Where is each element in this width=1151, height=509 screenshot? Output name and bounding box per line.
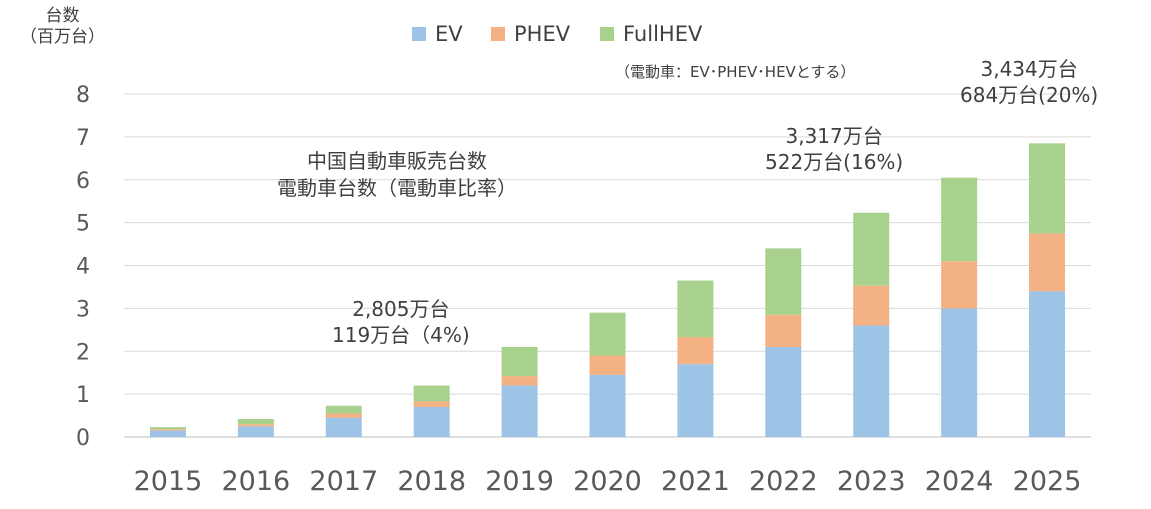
bar-ev-2016 bbox=[237, 426, 274, 437]
x-tick-label-2018: 2018 bbox=[397, 466, 466, 497]
bar-fullhev-2023 bbox=[853, 212, 890, 286]
bar-fullhev-2025 bbox=[1029, 143, 1066, 234]
bar-ev-2020 bbox=[589, 374, 626, 437]
legend-swatch-phev bbox=[491, 27, 505, 41]
bar-ev-2015 bbox=[149, 430, 186, 437]
bar-fullhev-2022 bbox=[765, 248, 802, 315]
bar-ev-2025 bbox=[1029, 291, 1066, 437]
legend-item-fullhev: FullHEV bbox=[600, 22, 702, 46]
x-tick-label-2019: 2019 bbox=[485, 466, 554, 497]
y-tick-label-8: 8 bbox=[76, 83, 90, 108]
x-tick-label-2023: 2023 bbox=[837, 466, 906, 497]
grid-lines bbox=[124, 93, 1091, 438]
bar-phev-2019 bbox=[501, 376, 538, 386]
bar-ev-2022 bbox=[765, 346, 802, 437]
annotation-2022: 3,317万台 522万台(16%) bbox=[765, 123, 903, 175]
annotation-title-line-2: 電動車台数（電動車比率） bbox=[277, 176, 517, 200]
y-axis-title-line-1: 台数 bbox=[45, 6, 80, 26]
legend-swatch-fullhev bbox=[600, 27, 614, 41]
annotation-2019-line-1: 2,805万台 bbox=[352, 297, 450, 321]
bar-ev-2017 bbox=[325, 417, 362, 437]
x-tick-label-2022: 2022 bbox=[749, 466, 818, 497]
legend-label-fullhev: FullHEV bbox=[623, 22, 703, 46]
y-tick-label-3: 3 bbox=[76, 297, 90, 322]
x-tick-label-2024: 2024 bbox=[925, 466, 994, 497]
legend-label-ev: EV bbox=[435, 22, 463, 46]
bar-phev-2022 bbox=[765, 314, 802, 347]
legend-note: （電動車：EV･PHEV･HEVとする） bbox=[615, 63, 856, 81]
bar-fullhev-2021 bbox=[677, 280, 714, 338]
bar-fullhev-2019 bbox=[501, 346, 538, 377]
bar-ev-2023 bbox=[853, 325, 890, 437]
annotation-2025-line-2: 684万台(20%) bbox=[960, 83, 1099, 107]
annotation-2025: 3,434万台 684万台(20%) bbox=[960, 56, 1098, 108]
y-tick-label-6: 6 bbox=[76, 169, 90, 194]
annotation-2022-line-1: 3,317万台 bbox=[785, 124, 883, 148]
y-tick-label-5: 5 bbox=[76, 212, 90, 237]
bar-fullhev-2016 bbox=[237, 418, 274, 425]
bar-ev-2019 bbox=[501, 385, 538, 437]
bar-phev-2018 bbox=[413, 401, 450, 407]
legend-item-phev: PHEV bbox=[491, 22, 570, 46]
legend-label-phev: PHEV bbox=[514, 22, 571, 46]
bar-ev-2024 bbox=[941, 308, 978, 437]
x-tick-label-2015: 2015 bbox=[134, 466, 203, 497]
bar-phev-2021 bbox=[677, 337, 714, 365]
bar-fullhev-2024 bbox=[941, 177, 978, 262]
bar-phev-2020 bbox=[589, 355, 626, 375]
bar-phev-2023 bbox=[853, 285, 890, 326]
legend-item-ev: EV bbox=[412, 22, 463, 46]
y-tick-label-2: 2 bbox=[76, 340, 90, 365]
bar-ev-2021 bbox=[677, 364, 714, 437]
bar-phev-2025 bbox=[1029, 233, 1066, 292]
bar-fullhev-2015 bbox=[149, 427, 186, 430]
x-tick-labels: 2015 2016 2017 2018 2019 2020 2021 2022 2023 2024… bbox=[134, 466, 1082, 497]
bar-phev-2015 bbox=[149, 429, 186, 431]
annotation-2022-line-2: 522万台(16%) bbox=[765, 150, 904, 174]
y-tick-label-1: 1 bbox=[76, 383, 90, 408]
bar-fullhev-2017 bbox=[325, 405, 362, 414]
x-tick-label-2016: 2016 bbox=[222, 466, 291, 497]
y-tick-labels: 0 1 2 3 4 5 6 7 8 bbox=[76, 83, 90, 451]
annotation-2019-line-2: 119万台（4%) bbox=[332, 323, 470, 347]
y-tick-label-4: 4 bbox=[76, 255, 90, 280]
annotation-title: 中国自動車販売台数 電動車台数（電動車比率） bbox=[277, 148, 517, 202]
x-tick-label-2025: 2025 bbox=[1013, 466, 1082, 497]
bar-phev-2017 bbox=[325, 413, 362, 418]
bar-ev-2018 bbox=[413, 406, 450, 437]
x-tick-label-2020: 2020 bbox=[573, 466, 642, 497]
bars bbox=[149, 143, 1066, 437]
x-tick-label-2017: 2017 bbox=[309, 466, 378, 497]
x-tick-label-2021: 2021 bbox=[661, 466, 730, 497]
annotation-2025-line-1: 3,434万台 bbox=[980, 57, 1078, 81]
y-axis-title-line-2: （百万台） bbox=[20, 27, 105, 47]
y-tick-label-7: 7 bbox=[76, 126, 90, 151]
y-axis-title: 台数 （百万台） bbox=[20, 6, 105, 48]
y-tick-label-0: 0 bbox=[76, 426, 90, 451]
bar-phev-2024 bbox=[941, 261, 978, 309]
legend-swatch-ev bbox=[412, 27, 426, 41]
annotation-title-line-1: 中国自動車販売台数 bbox=[307, 149, 487, 173]
bar-fullhev-2020 bbox=[589, 312, 626, 356]
bar-fullhev-2018 bbox=[413, 385, 450, 402]
bar-phev-2016 bbox=[237, 424, 274, 427]
annotation-2019: 2,805万台 119万台（4%) bbox=[332, 296, 470, 348]
